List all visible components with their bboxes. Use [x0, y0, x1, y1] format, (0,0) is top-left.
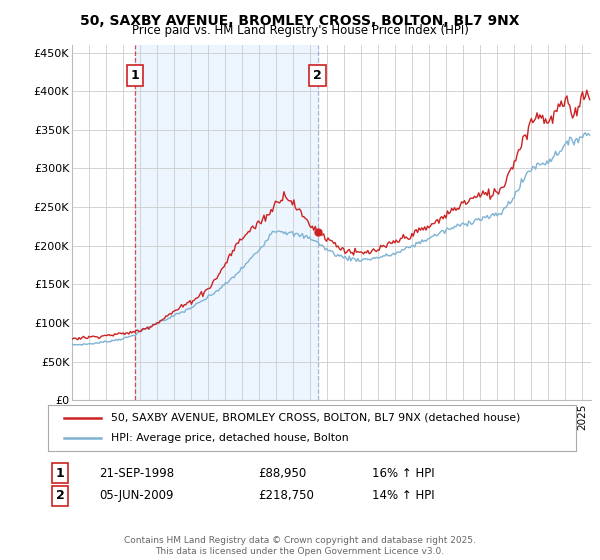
Text: 50, SAXBY AVENUE, BROMLEY CROSS, BOLTON, BL7 9NX: 50, SAXBY AVENUE, BROMLEY CROSS, BOLTON,… [80, 14, 520, 28]
Text: 14% ↑ HPI: 14% ↑ HPI [372, 489, 434, 502]
Text: 1: 1 [56, 466, 64, 480]
Text: 2: 2 [56, 489, 64, 502]
Text: 21-SEP-1998: 21-SEP-1998 [99, 466, 174, 480]
Text: 1: 1 [131, 69, 140, 82]
Text: Price paid vs. HM Land Registry's House Price Index (HPI): Price paid vs. HM Land Registry's House … [131, 24, 469, 37]
Text: 05-JUN-2009: 05-JUN-2009 [99, 489, 173, 502]
Text: £218,750: £218,750 [258, 489, 314, 502]
Text: 16% ↑ HPI: 16% ↑ HPI [372, 466, 434, 480]
Bar [136, 45, 317, 400]
Text: HPI: Average price, detached house, Bolton: HPI: Average price, detached house, Bolt… [112, 433, 349, 443]
Text: Contains HM Land Registry data © Crown copyright and database right 2025.
This d: Contains HM Land Registry data © Crown c… [124, 536, 476, 556]
Text: £88,950: £88,950 [258, 466, 306, 480]
Text: 2: 2 [313, 69, 322, 82]
Text: 50, SAXBY AVENUE, BROMLEY CROSS, BOLTON, BL7 9NX (detached house): 50, SAXBY AVENUE, BROMLEY CROSS, BOLTON,… [112, 413, 521, 423]
